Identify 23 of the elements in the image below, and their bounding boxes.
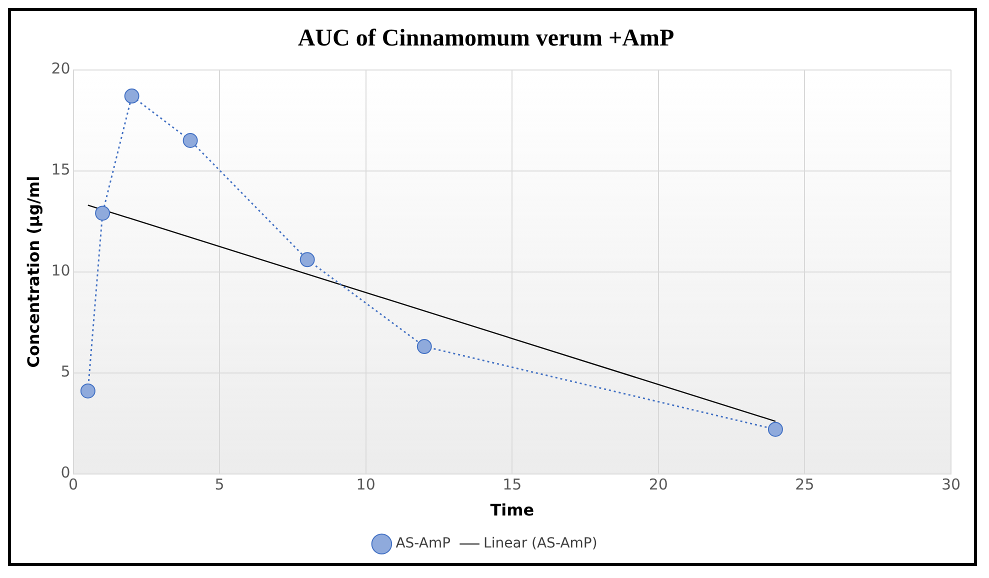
x-tick-label: 20 xyxy=(648,476,668,494)
chart-title: AUC of Cinnamomum verum +AmP xyxy=(298,26,674,52)
point xyxy=(182,133,198,148)
y-tick-label: 10 xyxy=(51,262,70,280)
x-tick-label: 30 xyxy=(941,476,961,494)
point xyxy=(80,383,96,398)
y-tick-label: 15 xyxy=(51,160,70,179)
legend-label: Linear (AS-AmP) xyxy=(484,536,598,552)
x-tick-label: 10 xyxy=(356,476,376,494)
y-axis-title: Concentration (µg/ml xyxy=(24,176,43,368)
legend-label: AS-AmP xyxy=(396,536,451,552)
point xyxy=(124,88,140,104)
point xyxy=(768,422,783,437)
x-tick-label: 5 xyxy=(214,476,224,494)
x-axis-title: Time xyxy=(490,500,534,520)
point xyxy=(95,206,110,221)
y-tick-label: 5 xyxy=(60,362,70,381)
point xyxy=(416,339,432,354)
y-tick-label: 0 xyxy=(60,464,70,482)
y-tick-label: 20 xyxy=(51,60,70,78)
x-tick-label: 25 xyxy=(795,476,814,494)
x-tick-label: 15 xyxy=(502,476,522,494)
point xyxy=(300,252,315,268)
